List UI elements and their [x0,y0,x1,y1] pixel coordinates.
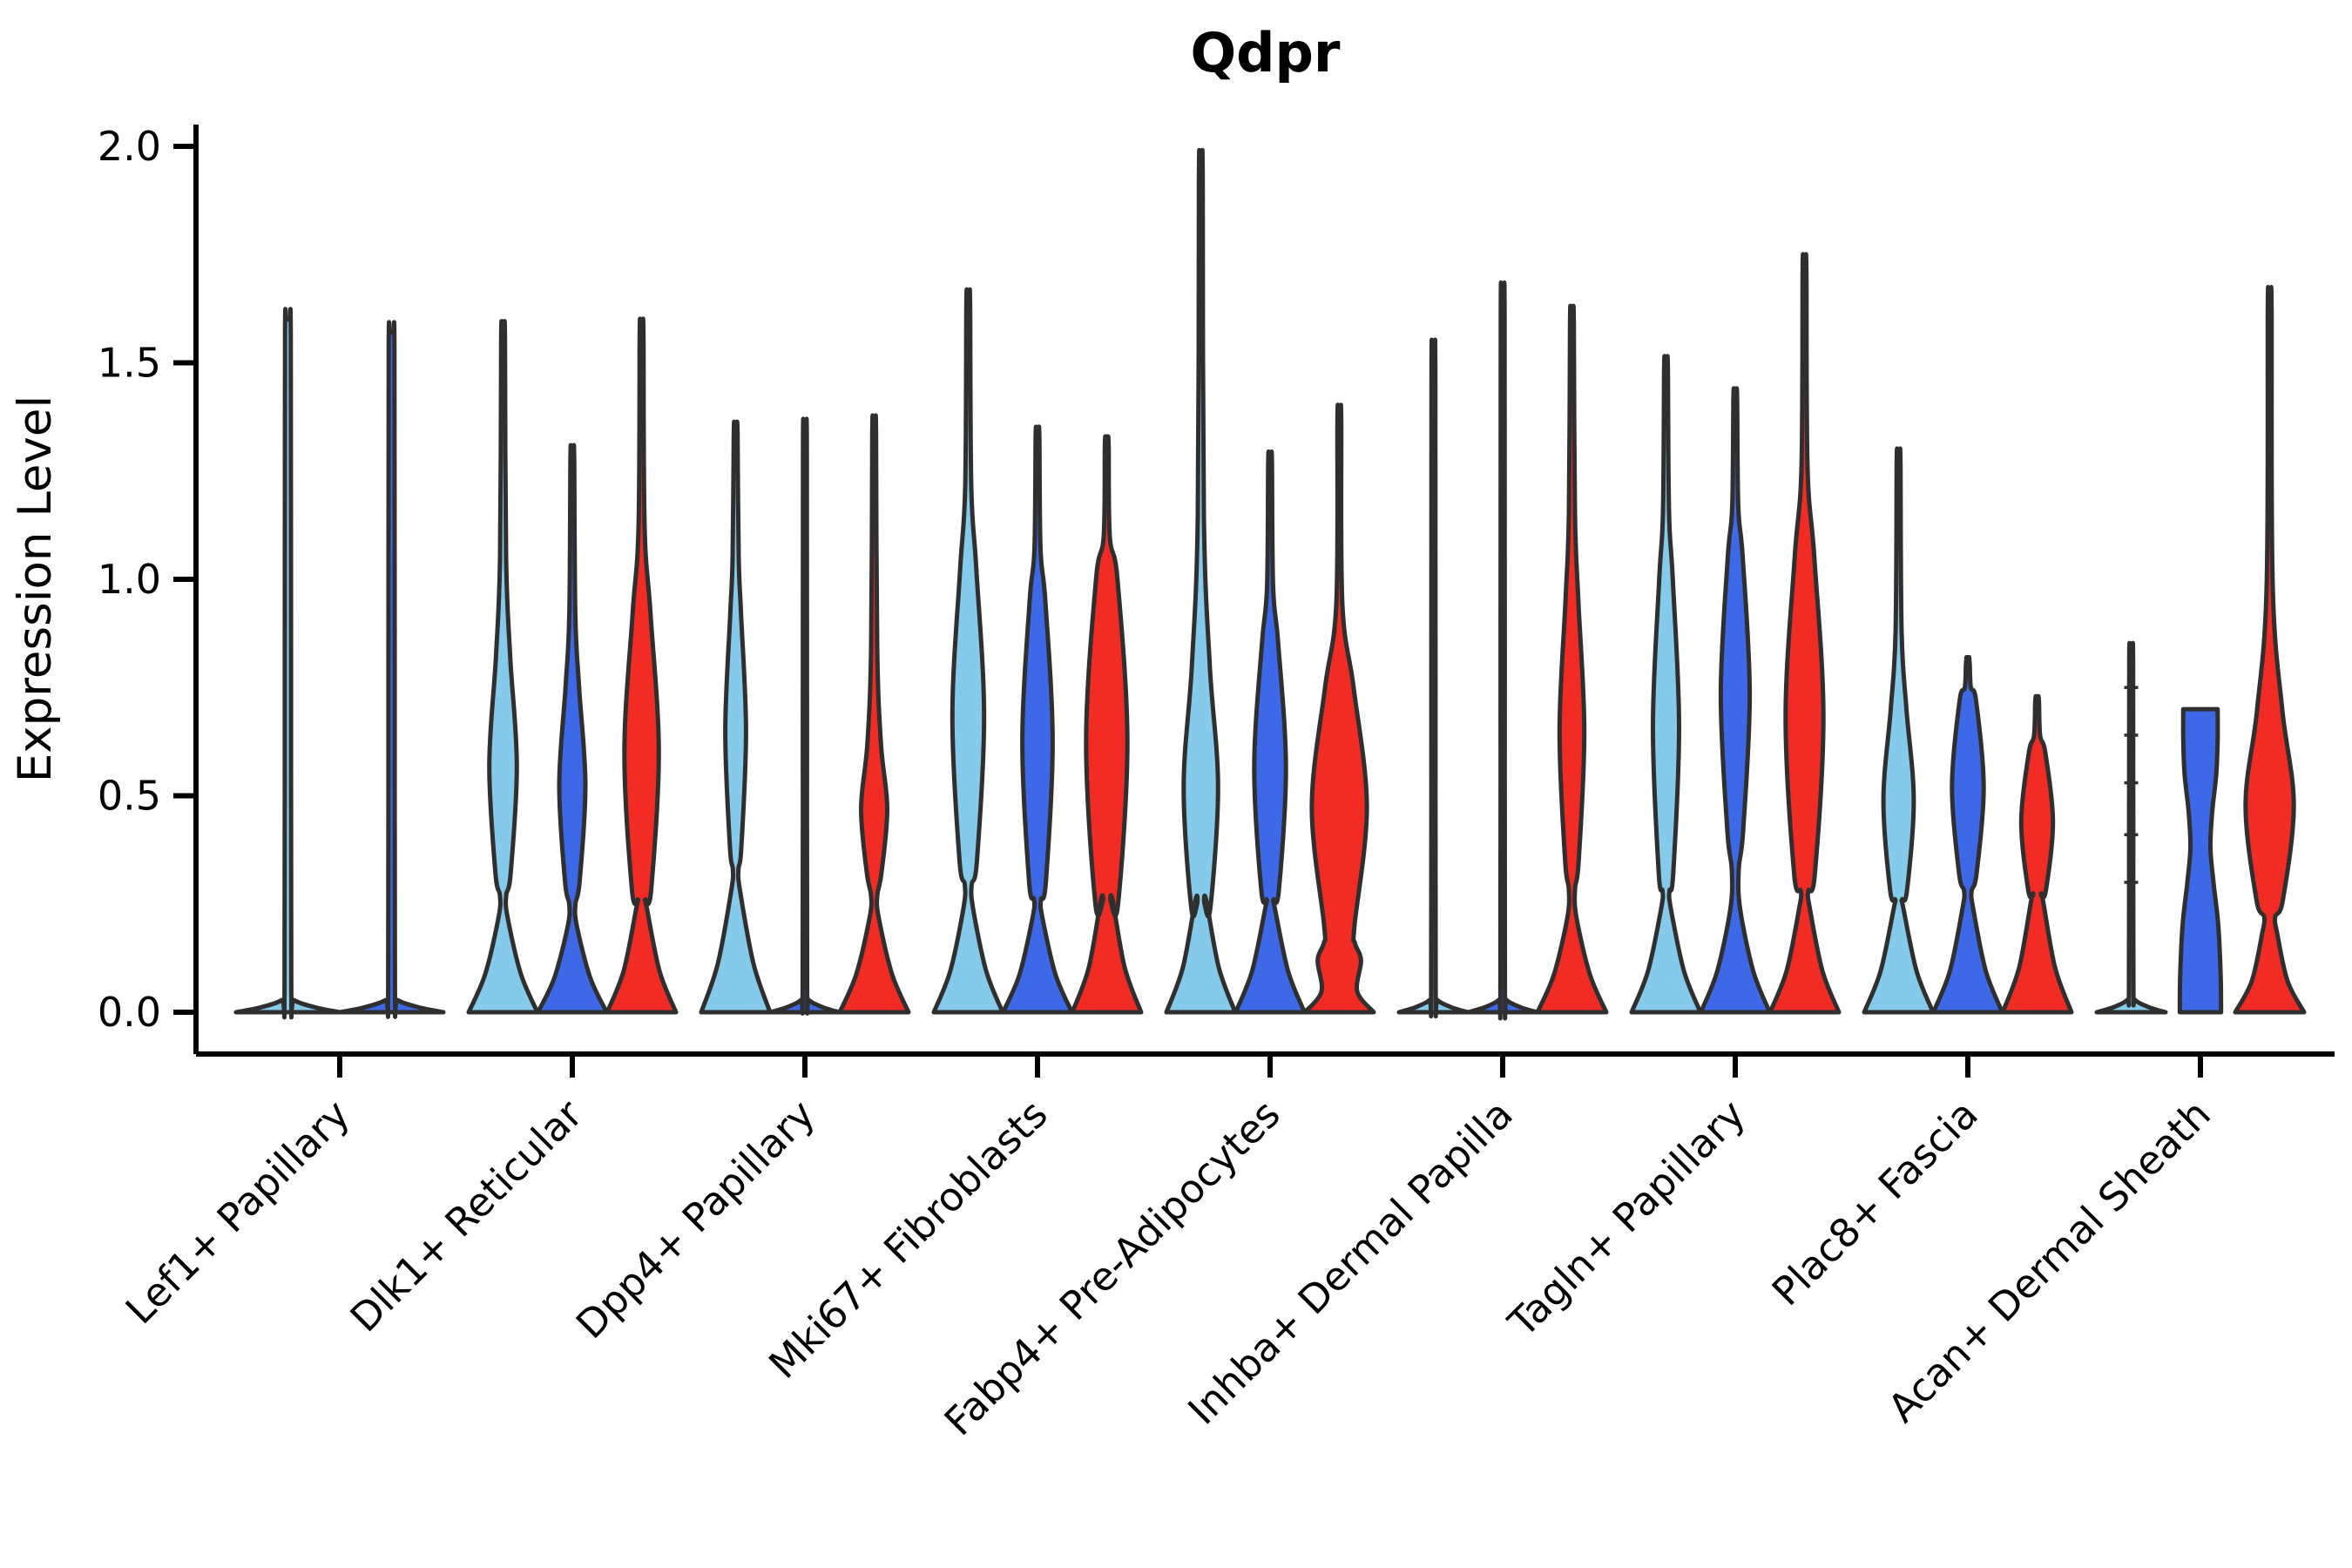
violin-acan-dark_blue [2177,706,2224,1015]
violin-dlk1-light_blue [466,319,540,1015]
y-axis-ticks: 0.0 0.5 1.0 1.5 2.0 [98,123,196,1036]
violin-fabp4-red [1302,402,1376,1015]
violin-mki67-dark_blue [1001,424,1074,1015]
violin-dlk1-dark_blue [536,443,609,1015]
axes [193,125,2335,1057]
violin-plac8-red [2000,693,2074,1015]
violin-dpp4-light_blue [699,419,773,1015]
violin-acan-light_blue [2094,640,2168,1015]
violin-inhba-dark_blue [1466,280,1539,1021]
violin-dpp4-dark_blue [768,416,841,1016]
violin-inhba-red [1535,303,1609,1015]
violin-inhba-light_blue [1396,337,1470,1019]
violin-mki67-red [1070,434,1144,1015]
violin-mki67-light_blue [931,287,1005,1015]
y-axis-label: Expression Level [9,395,62,782]
violin-glyphs [233,147,2307,1021]
violin-tagln-dark_blue [1699,386,1772,1015]
y-tick-label: 0.5 [98,773,161,820]
chart-title: Qdpr [1190,21,1340,84]
x-tick-label: Dpp4+ Papillary [567,1091,824,1348]
y-tick-label: 0.0 [98,989,161,1036]
x-tick-label: Tagln+ Papillary [1499,1091,1754,1346]
y-tick-label: 1.5 [98,340,161,387]
violin-dpp4-red [837,413,911,1015]
violin-tagln-light_blue [1629,354,1703,1015]
x-tick-label: Plac8+ Fascia [1763,1091,1987,1315]
x-tick-label: Dlk1+ Reticular [341,1091,591,1341]
violin-lef1-light_blue [233,307,342,1020]
violin-plac8-dark_blue [1931,655,2004,1015]
y-tick-label: 2.0 [98,123,161,170]
violin-fabp4-dark_blue [1233,449,1307,1015]
violin-lef1-dark_blue [337,320,446,1019]
violin-plac8-light_blue [1862,446,1936,1015]
x-tick-label: Lef1+ Papillary [117,1091,359,1333]
y-tick-label: 1.0 [98,556,161,603]
violin-fabp4-light_blue [1164,147,1238,1015]
violin-dlk1-red [605,316,679,1015]
violin-acan-red [2233,285,2307,1015]
violin-tagln-red [1767,252,1842,1015]
